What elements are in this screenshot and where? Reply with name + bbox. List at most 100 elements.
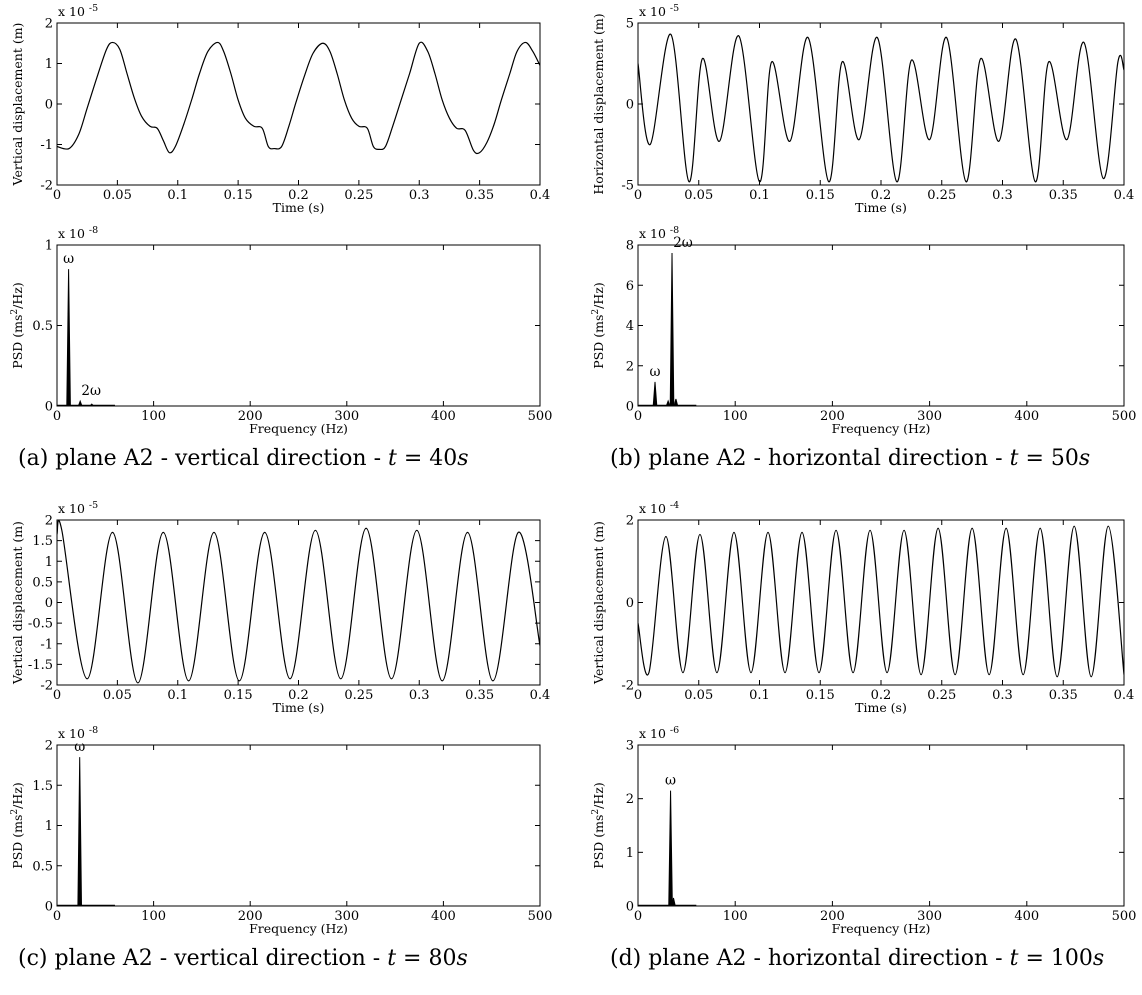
time-plot-frame	[56, 22, 541, 186]
y-label-text: Vertical displacement (m)	[591, 521, 606, 685]
y-label-pre: PSD (ms	[10, 815, 25, 869]
psd-y-tick-label: 0	[626, 900, 634, 915]
time-x-tick-label: 0.35	[1049, 688, 1078, 703]
psd-plot-frame	[637, 744, 1125, 907]
y-label-sup: 2	[591, 809, 601, 815]
psd-y-tick-label: 0	[45, 900, 53, 915]
caption-eq: =	[396, 946, 428, 971]
y-label-text: Vertical displacement (m)	[10, 23, 25, 187]
time-x-tick-label: 0.05	[103, 688, 132, 703]
psd-plot-frame	[56, 244, 541, 407]
psd-axis-multiplier: x 10 -6	[639, 725, 679, 742]
psd-peak	[66, 269, 71, 407]
time-y-tick-label: -2	[40, 179, 53, 194]
psd-x-tick-label: 200	[820, 409, 845, 424]
psd-y-axis-label: PSD (ms2/Hz)	[591, 782, 606, 868]
peak-label: ω	[665, 773, 676, 789]
time-x-tick-label: 0.2	[871, 688, 892, 703]
time-y-axis-label: Vertical displacement (m)	[10, 521, 25, 685]
y-label-post: /Hz)	[10, 282, 25, 309]
time-y-tick-label: 0.5	[32, 575, 53, 590]
time-x-tick-label: 0.3	[409, 188, 430, 203]
series-line-displacement	[638, 525, 1124, 678]
time-y-tick-label: 0	[45, 98, 53, 113]
time-plot-frame	[56, 519, 541, 686]
psd-y-tick-label: 0	[626, 400, 634, 415]
y-label-post: /Hz)	[591, 782, 606, 809]
psd-x-tick-label: 300	[334, 409, 359, 424]
psd-plot-frame	[637, 244, 1125, 407]
time-y-tick-label: -0.5	[28, 617, 53, 632]
time-x-tick-label: 0.4	[530, 688, 551, 703]
time-x-tick-label: 0	[634, 188, 642, 203]
psd-peak	[669, 253, 675, 407]
psd-x-tick-label: 100	[141, 409, 166, 424]
time-x-tick-label: 0.1	[167, 188, 188, 203]
time-x-axis-label: Time (s)	[855, 700, 907, 715]
psd-axis-multiplier: x 10 -8	[58, 725, 98, 742]
time-x-tick-label: 0.35	[465, 688, 494, 703]
multiplier-base: x 10	[58, 4, 89, 19]
psd-x-tick-label: 0	[53, 909, 61, 924]
time-y-tick-label: -2	[40, 679, 53, 694]
psd-y-tick-label: 4	[626, 319, 634, 334]
psd-y-axis-label: PSD (ms2/Hz)	[10, 782, 25, 868]
y-label-post: /Hz)	[10, 782, 25, 809]
time-y-tick-label: 5	[626, 17, 634, 32]
time-axis-multiplier: x 10 -5	[58, 500, 98, 517]
time-x-tick-label: 0.2	[288, 188, 309, 203]
time-y-tick-label: 1	[45, 57, 53, 72]
caption-eq: =	[397, 446, 429, 471]
caption-value: 40	[429, 446, 457, 471]
psd-x-tick-label: 100	[723, 409, 748, 424]
psd-x-tick-label: 0	[634, 909, 642, 924]
multiplier-exponent: -6	[670, 725, 679, 736]
caption: (a) plane A2 - vertical direction - t = …	[18, 446, 469, 471]
series-line-displacement	[57, 520, 540, 684]
peak-label: 2ω	[673, 235, 693, 251]
psd-y-tick-label: 3	[626, 739, 634, 754]
time-y-tick-label: 1.5	[32, 534, 53, 549]
caption-text: (c) plane A2 - vertical direction -	[18, 946, 387, 971]
psd-y-tick-label: 0.5	[32, 859, 53, 874]
multiplier-base: x 10	[639, 501, 670, 516]
caption-text: (d) plane A2 - horizontal direction -	[610, 946, 1010, 971]
caption-text: (a) plane A2 - vertical direction -	[18, 446, 388, 471]
caption: (d) plane A2 - horizontal direction - t …	[610, 946, 1104, 971]
psd-x-tick-label: 500	[1112, 909, 1137, 924]
time-y-axis-label: Vertical displacement (m)	[591, 521, 606, 685]
psd-y-tick-label: 1	[45, 239, 53, 254]
psd-x-tick-label: 400	[431, 409, 456, 424]
caption-unit: s	[456, 946, 467, 971]
multiplier-base: x 10	[58, 726, 89, 741]
psd-x-tick-label: 400	[1014, 909, 1039, 924]
psd-x-tick-label: 0	[53, 409, 61, 424]
time-axis-multiplier: x 10 -4	[639, 500, 679, 517]
y-label-text: Horizontal displacement (m)	[591, 13, 606, 194]
time-y-axis-label: Vertical displacement (m)	[10, 23, 25, 187]
time-x-tick-label: 0.15	[806, 188, 835, 203]
time-x-tick-label: 0.15	[224, 188, 253, 203]
time-y-tick-label: 0	[45, 596, 53, 611]
psd-y-tick-label: 0	[45, 400, 53, 415]
caption: (b) plane A2 - horizontal direction - t …	[610, 446, 1090, 471]
time-y-tick-label: -2	[621, 679, 634, 694]
multiplier-base: x 10	[58, 226, 89, 241]
multiplier-exponent: -5	[89, 3, 98, 14]
y-label-pre: PSD (ms	[591, 815, 606, 869]
time-x-tick-label: 0.35	[1049, 188, 1078, 203]
time-x-tick-label: 0.25	[344, 688, 373, 703]
psd-peak	[77, 757, 83, 907]
psd-y-tick-label: 1.5	[32, 779, 53, 794]
time-y-tick-label: -1.5	[28, 658, 53, 673]
y-label-sup: 2	[591, 309, 601, 315]
psd-y-tick-label: 1	[626, 846, 634, 861]
caption-value: 80	[428, 946, 456, 971]
multiplier-exponent: -5	[89, 500, 98, 511]
time-axis-multiplier: x 10 -5	[639, 3, 679, 20]
caption-var: t	[388, 446, 397, 471]
psd-y-axis-label: PSD (ms2/Hz)	[591, 282, 606, 368]
series-line-displacement	[57, 41, 540, 155]
psd-x-axis-label: Frequency (Hz)	[832, 421, 931, 436]
